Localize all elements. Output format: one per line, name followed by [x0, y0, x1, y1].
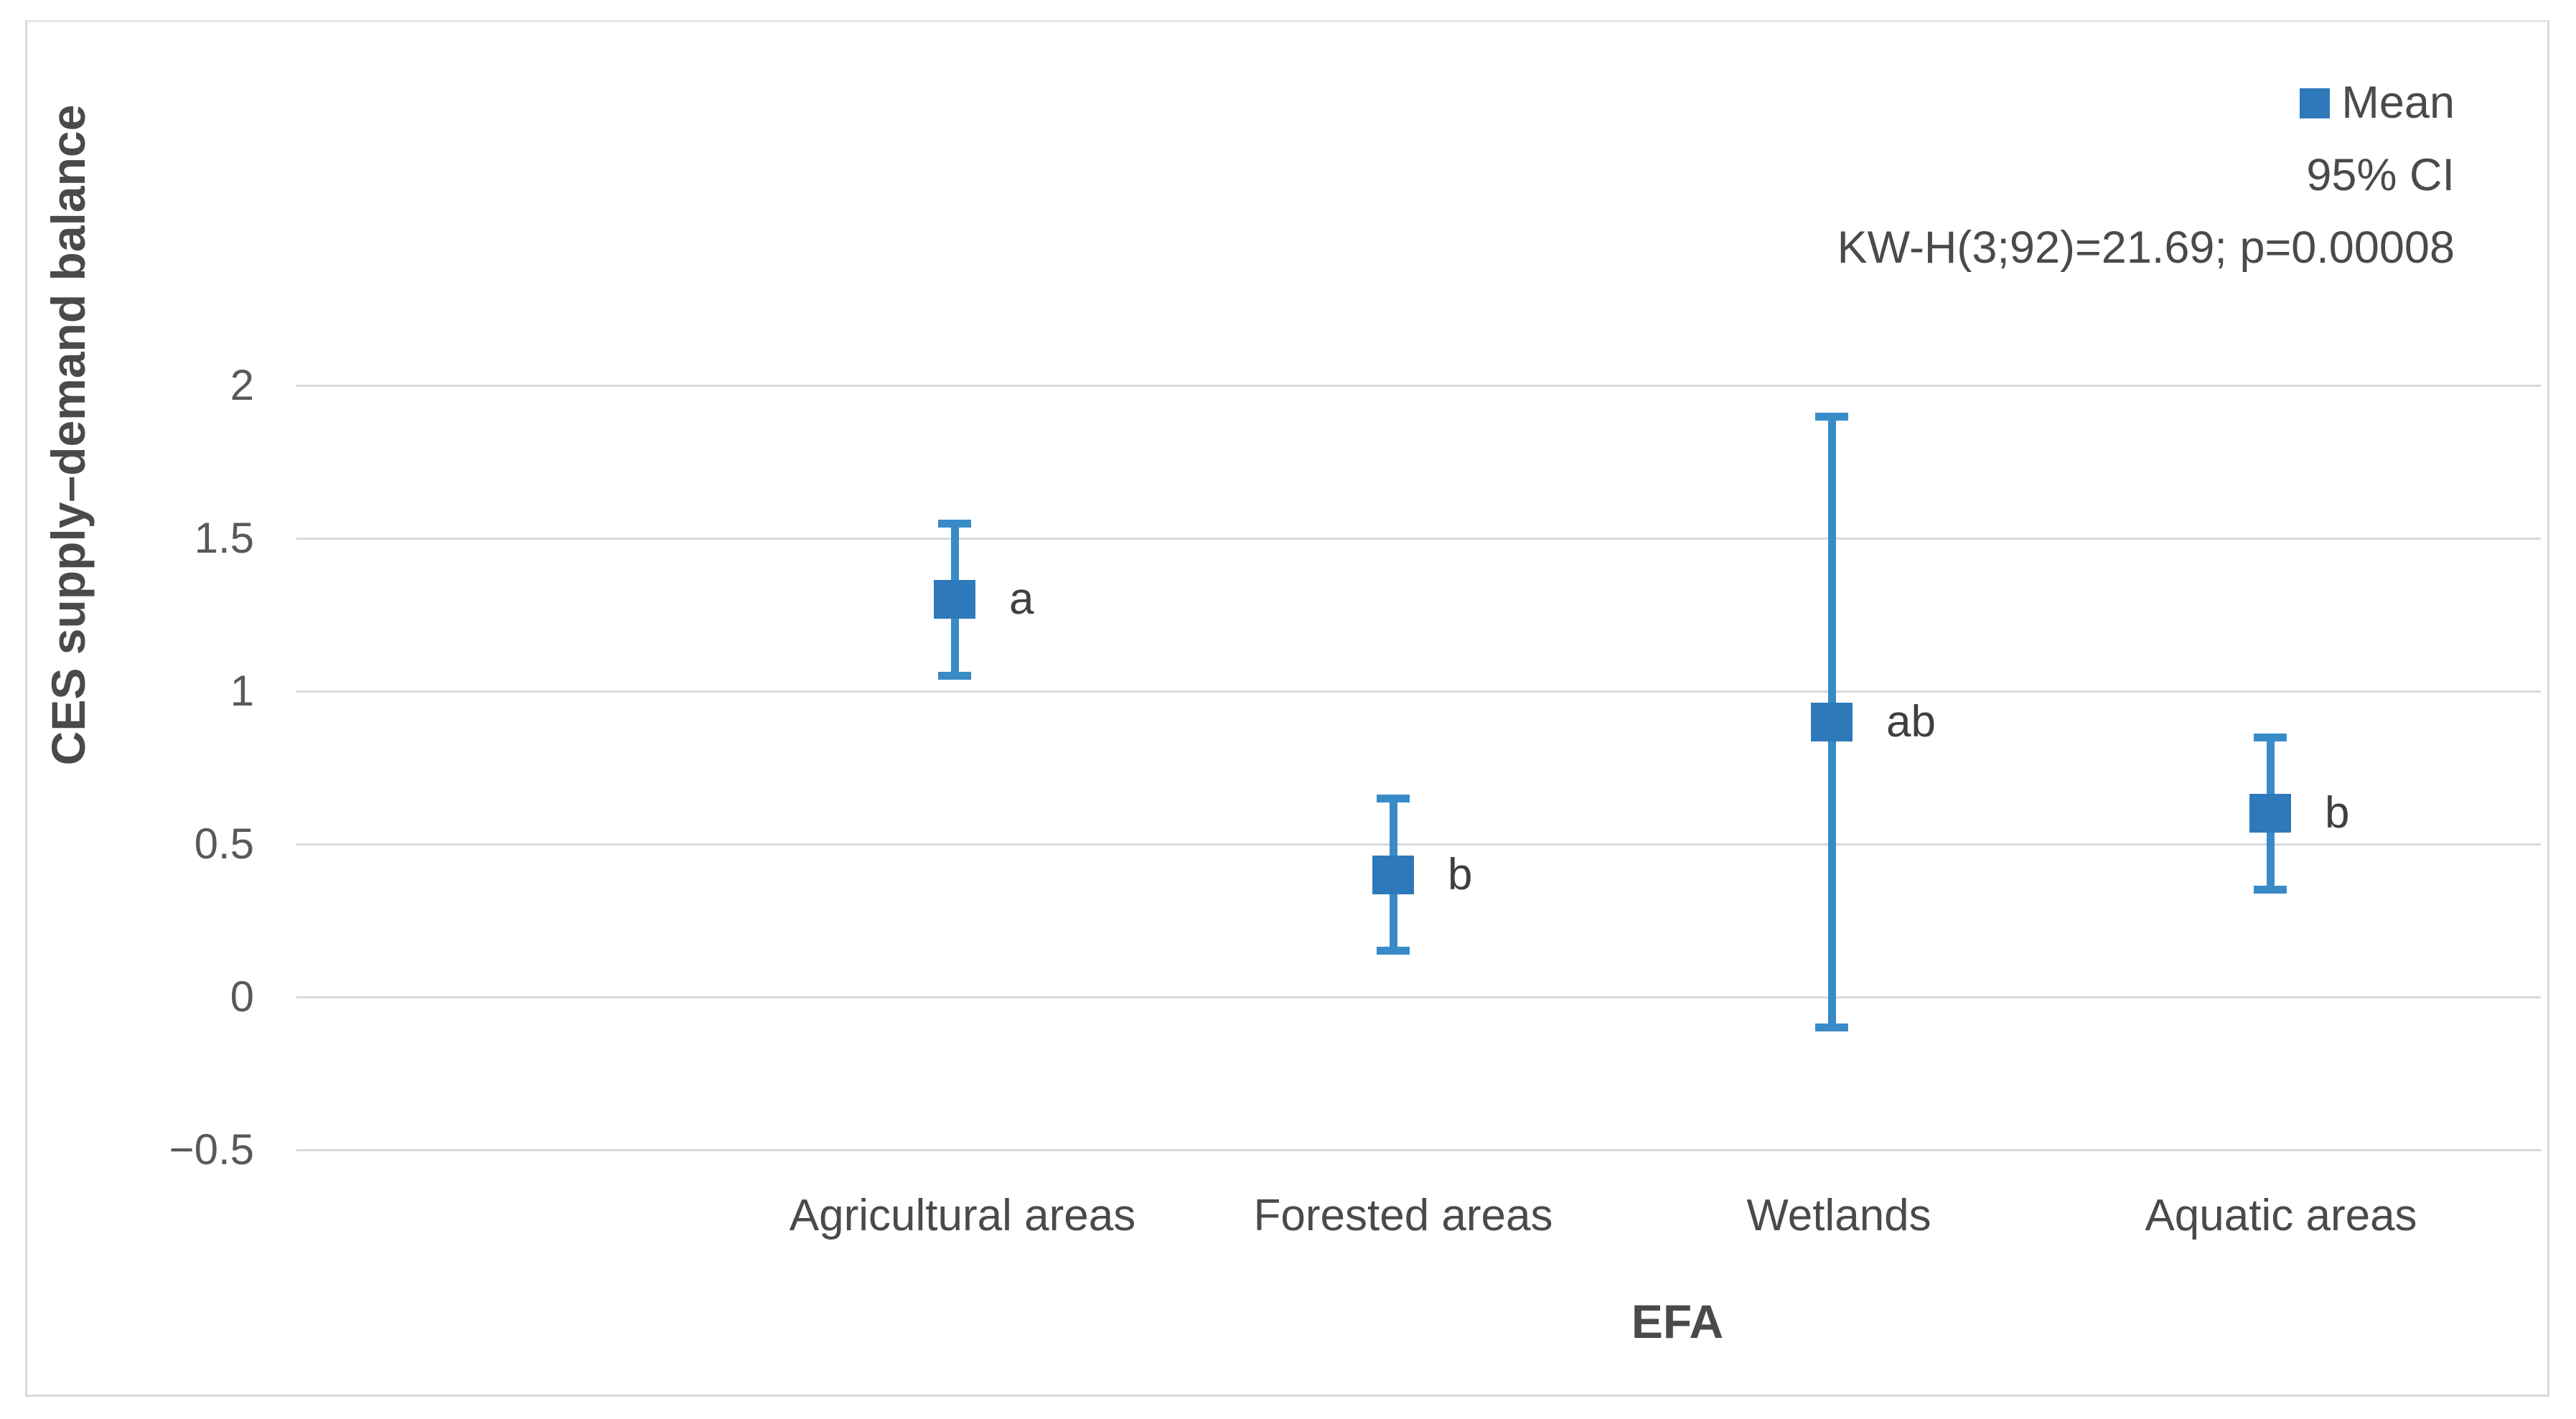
- x-axis-title: EFA: [1631, 1295, 1724, 1348]
- gridline-y-1: [296, 690, 2541, 693]
- ci-cap-bottom-agricultural-areas: [938, 671, 971, 680]
- figure-border: [25, 20, 2549, 1397]
- legend-item-mean: Mean: [1837, 67, 2455, 139]
- x-tick-label-forested-areas: Forested areas: [1253, 1191, 1553, 1240]
- mean-marker-wetlands: [1811, 702, 1853, 741]
- sig-letter-agricultural-areas: a: [1009, 574, 1034, 624]
- gridline-y--0_5: [296, 1149, 2541, 1151]
- mean-marker-forested-areas: [1372, 855, 1414, 894]
- x-tick-label-agricultural-areas: Agricultural areas: [789, 1191, 1136, 1240]
- y-tick-label: 1.5: [194, 514, 254, 562]
- gridline-y-0_5: [296, 843, 2541, 846]
- ci-cap-bottom-wetlands: [1815, 1023, 1848, 1031]
- sig-letter-wetlands: ab: [1886, 696, 1936, 746]
- y-tick-label: 1: [230, 667, 254, 715]
- mean-marker-agricultural-areas: [934, 580, 975, 619]
- y-axis-title: CES supply–demand balance: [42, 104, 95, 766]
- sig-letter-aquatic-areas: b: [2325, 788, 2350, 838]
- legend-item-ci: 95% CI: [2306, 150, 2455, 200]
- y-tick-label: 0.5: [194, 820, 254, 868]
- ci-cap-bottom-forested-areas: [1377, 947, 1410, 955]
- mean-marker-swatch-icon: [2300, 88, 2331, 118]
- ci-cap-top-aquatic-areas: [2254, 733, 2287, 741]
- gridline-y-2: [296, 385, 2541, 387]
- mean-marker-aquatic-areas: [2249, 794, 2291, 833]
- y-tick-label: 0: [230, 973, 254, 1021]
- legend-mean-label: Mean: [2341, 78, 2455, 128]
- ci-cap-top-wetlands: [1815, 412, 1848, 421]
- y-tick-label: 2: [230, 361, 254, 409]
- ci-cap-bottom-aquatic-areas: [2254, 885, 2287, 894]
- x-tick-label-wetlands: Wetlands: [1746, 1191, 1931, 1240]
- ci-cap-top-agricultural-areas: [938, 519, 971, 528]
- gridline-y-0: [296, 996, 2541, 998]
- legend: Mean 95% CI KW-H(3;92)=21.69; p=0.00008: [1837, 67, 2455, 284]
- x-tick-label-aquatic-areas: Aquatic areas: [2145, 1191, 2417, 1240]
- sig-letter-forested-areas: b: [1448, 849, 1473, 899]
- y-tick-label: −0.5: [169, 1125, 254, 1174]
- stat-annotation: KW-H(3;92)=21.69; p=0.00008: [1837, 223, 2455, 273]
- ci-cap-top-forested-areas: [1377, 795, 1410, 803]
- gridline-y-1_5: [296, 538, 2541, 540]
